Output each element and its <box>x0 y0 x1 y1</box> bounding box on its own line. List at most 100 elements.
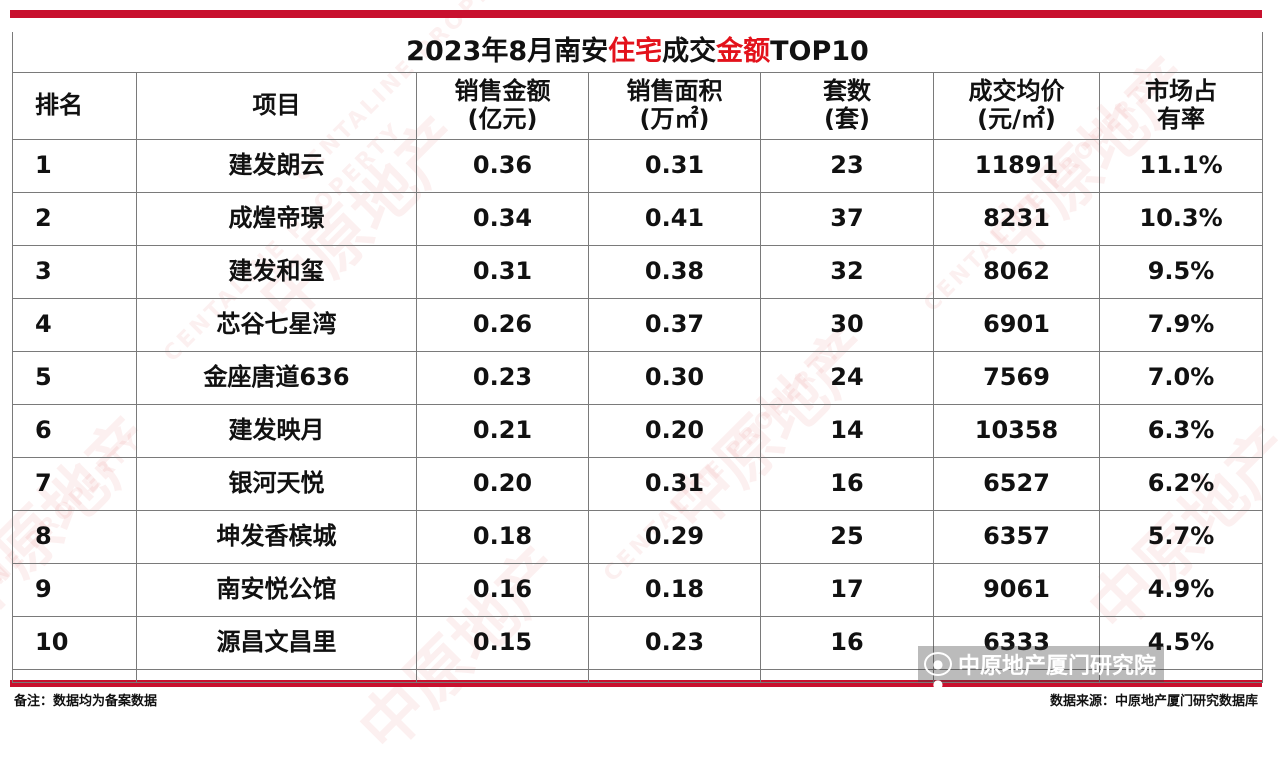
cell-share: 5.7% <box>1098 510 1264 564</box>
cell-rank: 2 <box>12 192 137 246</box>
table-title: 2023年8月南安住宅成交金额TOP10 <box>11 32 1264 73</box>
table-row: 8 坤发香槟城 0.18 0.29 25 6357 5.7% <box>12 510 1264 564</box>
top10-table: 2023年8月南安住宅成交金额TOP10 排名 项目 销售金额 (亿元) 销售面积… <box>11 32 1264 683</box>
cell-project: 建发映月 <box>136 404 417 458</box>
cell-project: 源昌文昌里 <box>136 616 417 670</box>
cell-area: 0.20 <box>588 404 761 458</box>
cell-project: 建发和玺 <box>136 245 417 299</box>
cell-units: 17 <box>760 563 934 617</box>
cell-price: 6333 <box>933 616 1100 670</box>
title-highlight: 住宅 <box>608 36 663 68</box>
bottom-accent-bar <box>10 680 1262 687</box>
cell-share: 4.9% <box>1098 563 1264 617</box>
top-accent-bar <box>10 10 1262 18</box>
cell-share: 10.3% <box>1098 192 1264 246</box>
cell-units: 24 <box>760 351 934 405</box>
footer-source: 数据来源：中原地产厦门研究数据库 <box>1049 694 1258 709</box>
badge-text: 中原地产厦门研究院 <box>958 654 1157 679</box>
cell-share: 9.5% <box>1098 245 1264 299</box>
cell-share: 6.2% <box>1098 457 1264 511</box>
cell-amount: 0.23 <box>416 351 589 405</box>
cell-price: 7569 <box>933 351 1100 405</box>
cell-amount: 0.36 <box>416 139 589 193</box>
cell-area: 0.38 <box>588 245 761 299</box>
cell-price: 11891 <box>933 139 1100 193</box>
table-row: 6 建发映月 0.21 0.20 14 10358 6.3% <box>12 404 1264 458</box>
cell-amount: 0.34 <box>416 192 589 246</box>
cell-area: 0.31 <box>588 139 761 193</box>
cell-area: 0.31 <box>588 457 761 511</box>
header-price: 成交均价 (元/㎡) <box>933 72 1100 140</box>
cell-share: 7.9% <box>1098 298 1264 352</box>
cell-amount: 0.20 <box>416 457 589 511</box>
header-area: 销售面积 (万㎡) <box>588 72 761 140</box>
cell-rank: 7 <box>12 457 137 511</box>
title-part: TOP10 <box>770 36 869 68</box>
cell-units: 30 <box>760 298 934 352</box>
cell-share: 7.0% <box>1098 351 1264 405</box>
cell-project: 成煌帝璟 <box>136 192 417 246</box>
cell-price: 6527 <box>933 457 1100 511</box>
cell-project: 金座唐道636 <box>136 351 417 405</box>
cell-rank: 1 <box>12 139 137 193</box>
table-row: 3 建发和玺 0.31 0.38 32 8062 9.5% <box>12 245 1264 299</box>
cell-area: 0.41 <box>588 192 761 246</box>
cell-share: 11.1% <box>1098 139 1264 193</box>
header-row: 排名 项目 销售金额 (亿元) 销售面积 (万㎡) 套数 (套) 成交均价 (元/㎡) … <box>12 72 1264 140</box>
cell-price: 6357 <box>933 510 1100 564</box>
cell-units: 25 <box>760 510 934 564</box>
cell-rank: 6 <box>12 404 137 458</box>
header-units: 套数 (套) <box>760 72 934 140</box>
cell-amount: 0.31 <box>416 245 589 299</box>
cell-amount: 0.16 <box>416 563 589 617</box>
cell-share: 6.3% <box>1098 404 1264 458</box>
wechat-icon: ● ● <box>924 652 952 691</box>
cell-project: 建发朗云 <box>136 139 417 193</box>
table-row: 4 芯谷七星湾 0.26 0.37 30 6901 7.9% <box>12 298 1264 352</box>
cell-amount: 0.18 <box>416 510 589 564</box>
cell-price: 8062 <box>933 245 1100 299</box>
table-row: 2 成煌帝璟 0.34 0.41 37 8231 10.3% <box>12 192 1264 246</box>
cell-rank: 8 <box>12 510 137 564</box>
cell-area: 0.23 <box>588 616 761 670</box>
cell-rank: 9 <box>12 563 137 617</box>
table-row: 1 建发朗云 0.36 0.31 23 11891 11.1% <box>12 139 1264 193</box>
cell-area: 0.18 <box>588 563 761 617</box>
header-project: 项目 <box>136 72 417 140</box>
cell-units: 32 <box>760 245 934 299</box>
cell-amount: 0.15 <box>416 616 589 670</box>
title-part: 成交 <box>662 36 717 68</box>
cell-project: 坤发香槟城 <box>136 510 417 564</box>
cell-rank: 4 <box>12 298 137 352</box>
cell-units: 37 <box>760 192 934 246</box>
spacer-row <box>12 669 1264 683</box>
cell-units: 16 <box>760 457 934 511</box>
cell-project: 银河天悦 <box>136 457 417 511</box>
cell-rank: 5 <box>12 351 137 405</box>
cell-area: 0.29 <box>588 510 761 564</box>
table-row: 9 南安悦公馆 0.16 0.18 17 9061 4.9% <box>12 563 1264 617</box>
cell-price: 6901 <box>933 298 1100 352</box>
cell-units: 16 <box>760 616 934 670</box>
cell-units: 14 <box>760 404 934 458</box>
cell-amount: 0.21 <box>416 404 589 458</box>
cell-price: 8231 <box>933 192 1100 246</box>
cell-project: 南安悦公馆 <box>136 563 417 617</box>
cell-amount: 0.26 <box>416 298 589 352</box>
header-share: 市场占 有率 <box>1098 72 1264 140</box>
cell-rank: 10 <box>12 616 137 670</box>
cell-area: 0.30 <box>588 351 761 405</box>
cell-units: 23 <box>760 139 934 193</box>
cell-price: 9061 <box>933 563 1100 617</box>
cell-rank: 3 <box>12 245 137 299</box>
footer-note: 备注：数据均为备案数据 <box>14 694 158 709</box>
cell-area: 0.37 <box>588 298 761 352</box>
cell-project: 芯谷七星湾 <box>136 298 417 352</box>
cell-price: 10358 <box>933 404 1100 458</box>
wechat-badge: ● ● 中原地产厦门研究院 <box>918 646 1165 691</box>
title-highlight: 金额 <box>716 36 771 68</box>
table-row: 7 银河天悦 0.20 0.31 16 6527 6.2% <box>12 457 1264 511</box>
header-amount: 销售金额 (亿元) <box>416 72 589 140</box>
header-rank: 排名 <box>12 72 137 140</box>
title-part: 2023年8月南安 <box>406 36 609 68</box>
